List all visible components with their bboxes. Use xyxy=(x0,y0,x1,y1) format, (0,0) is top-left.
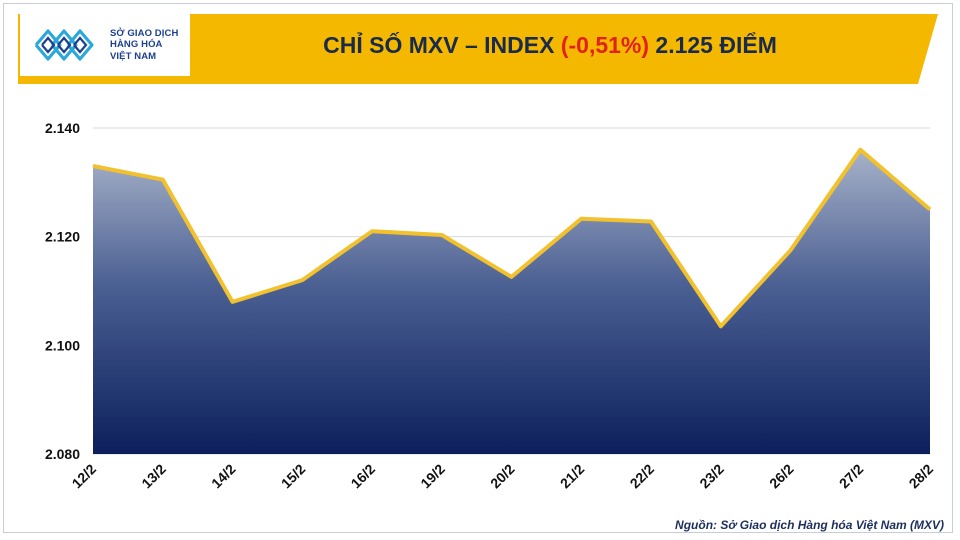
x-tick-label: 26/2 xyxy=(766,461,797,492)
x-tick-label: 14/2 xyxy=(208,461,239,492)
y-tick-label: 2.100 xyxy=(45,337,80,353)
title-change: (-0,51%) xyxy=(560,32,650,58)
logo-text: SỞ GIAO DỊCH HÀNG HÓA VIỆT NAM xyxy=(110,28,178,63)
logo-line-3: VIỆT NAM xyxy=(110,50,157,62)
x-tick-label: 19/2 xyxy=(417,461,448,492)
title-banner xyxy=(18,14,938,84)
title-suffix: 2.125 ĐIỂM xyxy=(649,32,777,58)
y-tick-label: 2.120 xyxy=(45,229,80,245)
x-tick-label: 28/2 xyxy=(906,461,937,492)
x-tick-label: 12/2 xyxy=(69,461,100,492)
chart-title: CHỈ SỐ MXV – INDEX (-0,51%) 2.125 ĐIỂM xyxy=(270,32,830,59)
x-tick-label: 22/2 xyxy=(627,461,658,492)
mxv-logo: SỞ GIAO DỊCH HÀNG HÓA VIỆT NAM xyxy=(20,14,190,76)
x-tick-label: 21/2 xyxy=(557,461,588,492)
x-tick-label: 23/2 xyxy=(696,461,727,492)
x-tick-label: 13/2 xyxy=(138,461,169,492)
x-tick-label: 27/2 xyxy=(836,461,867,492)
source-note: Nguồn: Sở Giao dịch Hàng hóa Việt Nam (M… xyxy=(675,518,944,532)
x-tick-label: 16/2 xyxy=(348,461,379,492)
title-prefix: CHỈ SỐ MXV – INDEX xyxy=(323,32,561,58)
x-tick-label: 15/2 xyxy=(278,461,309,492)
logo-line-1: SỞ GIAO DỊCH xyxy=(110,27,179,39)
index-line xyxy=(92,147,932,329)
mxv-logo-mark-icon xyxy=(34,29,94,61)
x-tick-label: 20/2 xyxy=(487,461,518,492)
logo-line-2: HÀNG HÓA xyxy=(110,39,163,51)
y-tick-label: 2.140 xyxy=(45,120,80,136)
area-fill xyxy=(93,149,930,454)
y-tick-label: 2.080 xyxy=(45,446,80,462)
